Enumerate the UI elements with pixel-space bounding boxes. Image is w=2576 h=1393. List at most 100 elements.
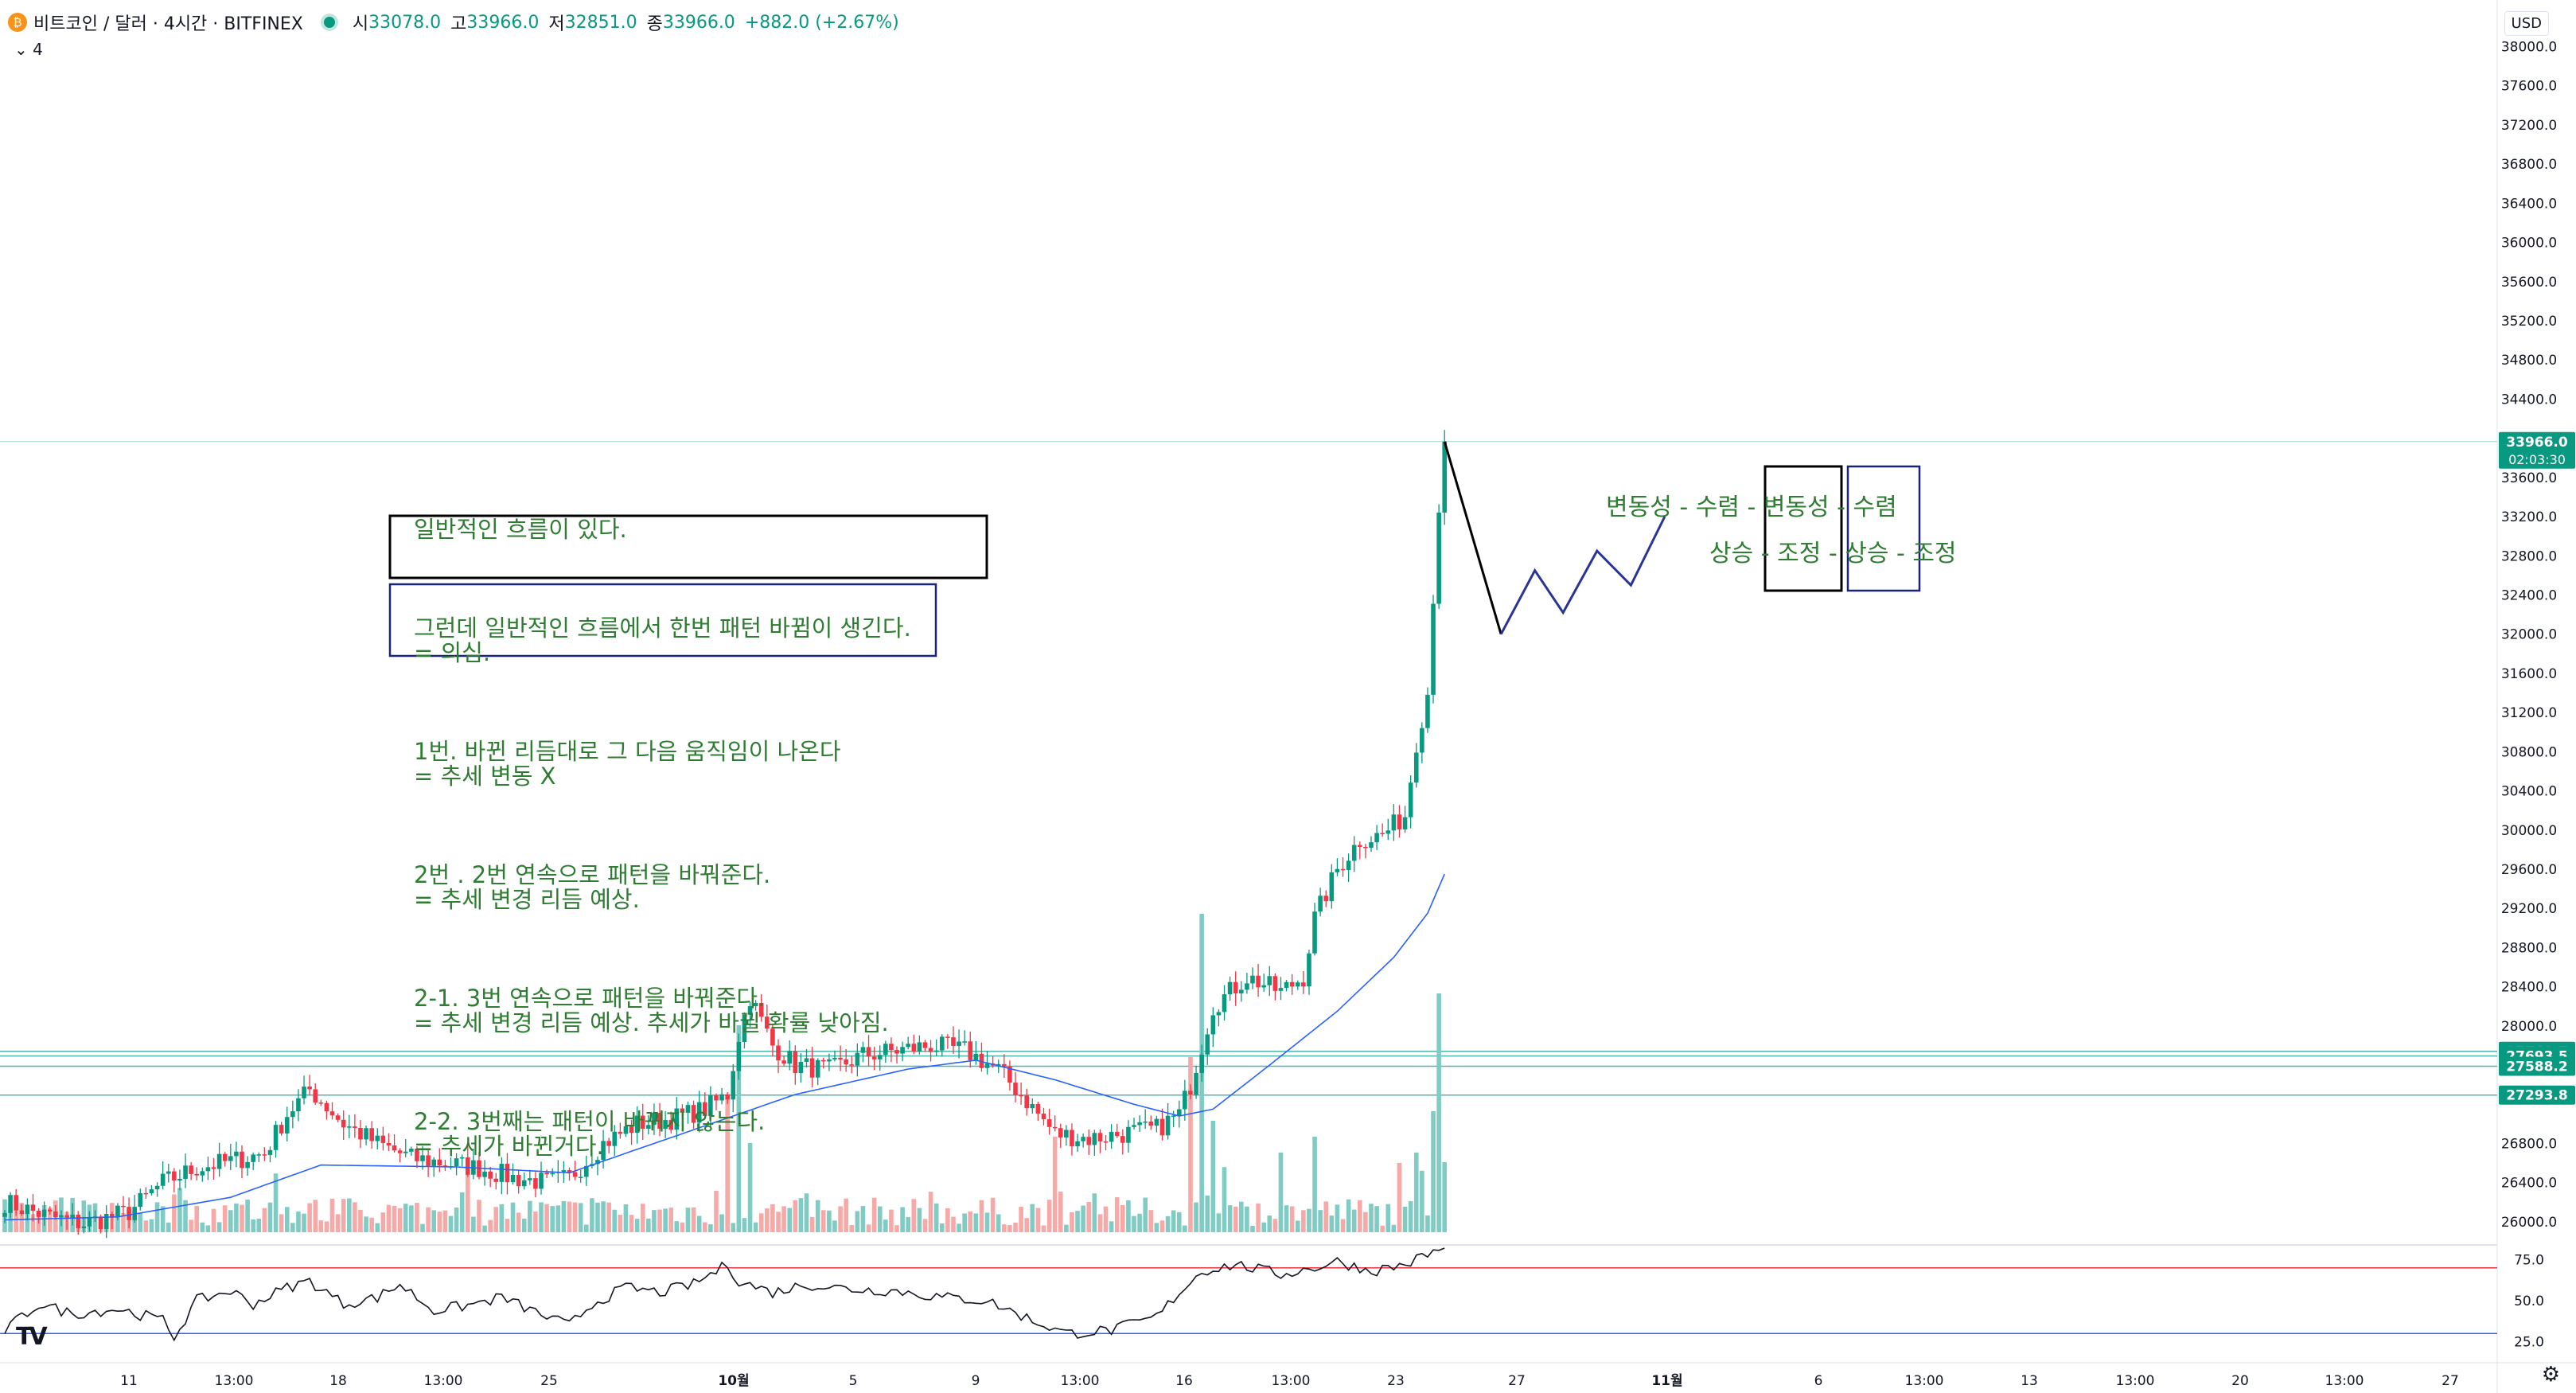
x-tick-label: 9 [972, 1373, 980, 1389]
candle-body [1159, 1118, 1165, 1136]
candle [725, 1092, 730, 1104]
candle-body [1256, 975, 1261, 988]
volume-bar [922, 1219, 928, 1232]
volume-bar [358, 1209, 363, 1232]
tradingview-logo[interactable]: TV [16, 1323, 48, 1351]
candle [708, 1086, 713, 1127]
candle [1239, 981, 1244, 1002]
candle-body [2, 1212, 7, 1217]
candle [76, 1211, 81, 1235]
candle-body [945, 1036, 950, 1038]
candle-body [324, 1102, 329, 1112]
candle-body [820, 1059, 826, 1062]
candle [1250, 967, 1255, 989]
candle [765, 1004, 770, 1032]
volume-bar [578, 1203, 583, 1232]
volume-bar [804, 1193, 809, 1232]
candle-body [1205, 1034, 1210, 1055]
price-label-bg [2499, 1056, 2575, 1076]
candle-body [267, 1149, 273, 1155]
indicator-toggle[interactable]: ⌄ 4 [14, 40, 43, 59]
y-tick-label: 34400.0 [2501, 392, 2557, 408]
volume-bar [1408, 1201, 1413, 1232]
candle [663, 1110, 668, 1139]
candle [1199, 1044, 1204, 1083]
volume-bar [1245, 1206, 1249, 1232]
candle-body [1081, 1137, 1085, 1141]
candle [8, 1192, 13, 1219]
candle-body [804, 1058, 809, 1063]
candle-body [1007, 1066, 1012, 1083]
candle-body [1046, 1119, 1052, 1127]
candle-body [307, 1087, 312, 1090]
y-tick-label: 34800.0 [2501, 353, 2557, 369]
gear-icon[interactable]: ⚙ [2541, 1363, 2560, 1387]
rhythm-box-black [1763, 465, 1843, 592]
candle-body [426, 1155, 431, 1166]
candle [1154, 1115, 1159, 1133]
candle-body [149, 1189, 154, 1194]
volume-bar [1351, 1209, 1357, 1232]
candle-body [855, 1052, 860, 1066]
volume-bar [1289, 1206, 1295, 1232]
x-tick-label: 11월 [1651, 1373, 1682, 1389]
candle [228, 1143, 233, 1171]
candle-body [601, 1141, 606, 1161]
volume-bar [516, 1212, 521, 1232]
candle-body [798, 1062, 804, 1074]
candle [302, 1075, 306, 1105]
candle [177, 1169, 182, 1191]
volume-bar [984, 1212, 990, 1232]
candle [1086, 1129, 1092, 1156]
y-tick-label: 35200.0 [2501, 314, 2557, 330]
candle-body [1058, 1128, 1063, 1137]
candle [64, 1211, 69, 1230]
candle [103, 1205, 109, 1239]
y-tick-label: 33200.0 [2501, 509, 2557, 525]
candle-body [1188, 1091, 1193, 1095]
candle [1007, 1060, 1012, 1091]
candle-body [539, 1173, 544, 1189]
candle-body [234, 1151, 239, 1157]
candle [1041, 1107, 1046, 1126]
note-1: 일반적인 흐름이 있다. [414, 516, 627, 543]
volume-bar [471, 1216, 476, 1232]
volume-bar [820, 1210, 826, 1232]
volume-bar [1205, 1195, 1210, 1232]
currency-selector[interactable]: USD [2504, 11, 2549, 36]
volume-bar [1114, 1197, 1120, 1232]
volume-bar [968, 1211, 973, 1232]
candle [284, 1106, 290, 1142]
candle-body [505, 1164, 510, 1183]
candle-body [742, 1014, 747, 1043]
candle-body [1374, 833, 1379, 843]
candle [900, 1041, 905, 1062]
symbol-title[interactable]: 비트코인 / 달러 · 4시간 · BITFINEX [33, 14, 303, 34]
volume-bar [273, 1173, 279, 1232]
candle [262, 1147, 267, 1161]
candle [211, 1157, 216, 1180]
candle [454, 1153, 459, 1176]
volume-bar [1024, 1218, 1029, 1232]
candle [375, 1128, 380, 1150]
candle [674, 1097, 680, 1140]
candle [917, 1035, 922, 1055]
candle [1431, 595, 1436, 704]
volume-bar [189, 1219, 193, 1232]
volume-bar [216, 1222, 222, 1232]
candle [415, 1146, 419, 1169]
volume-bar [1126, 1200, 1131, 1232]
candle [138, 1188, 143, 1211]
candle-body [1222, 994, 1227, 1013]
volume-bar [1380, 1225, 1385, 1232]
candle [1307, 950, 1311, 995]
volume-bar [1070, 1212, 1074, 1232]
candle [731, 1063, 736, 1113]
volume-bar [1159, 1220, 1165, 1232]
candle [403, 1139, 408, 1157]
candle-body [583, 1165, 589, 1177]
volume-bar [933, 1203, 939, 1232]
volume-bar [911, 1199, 917, 1232]
candle-body [567, 1170, 572, 1173]
